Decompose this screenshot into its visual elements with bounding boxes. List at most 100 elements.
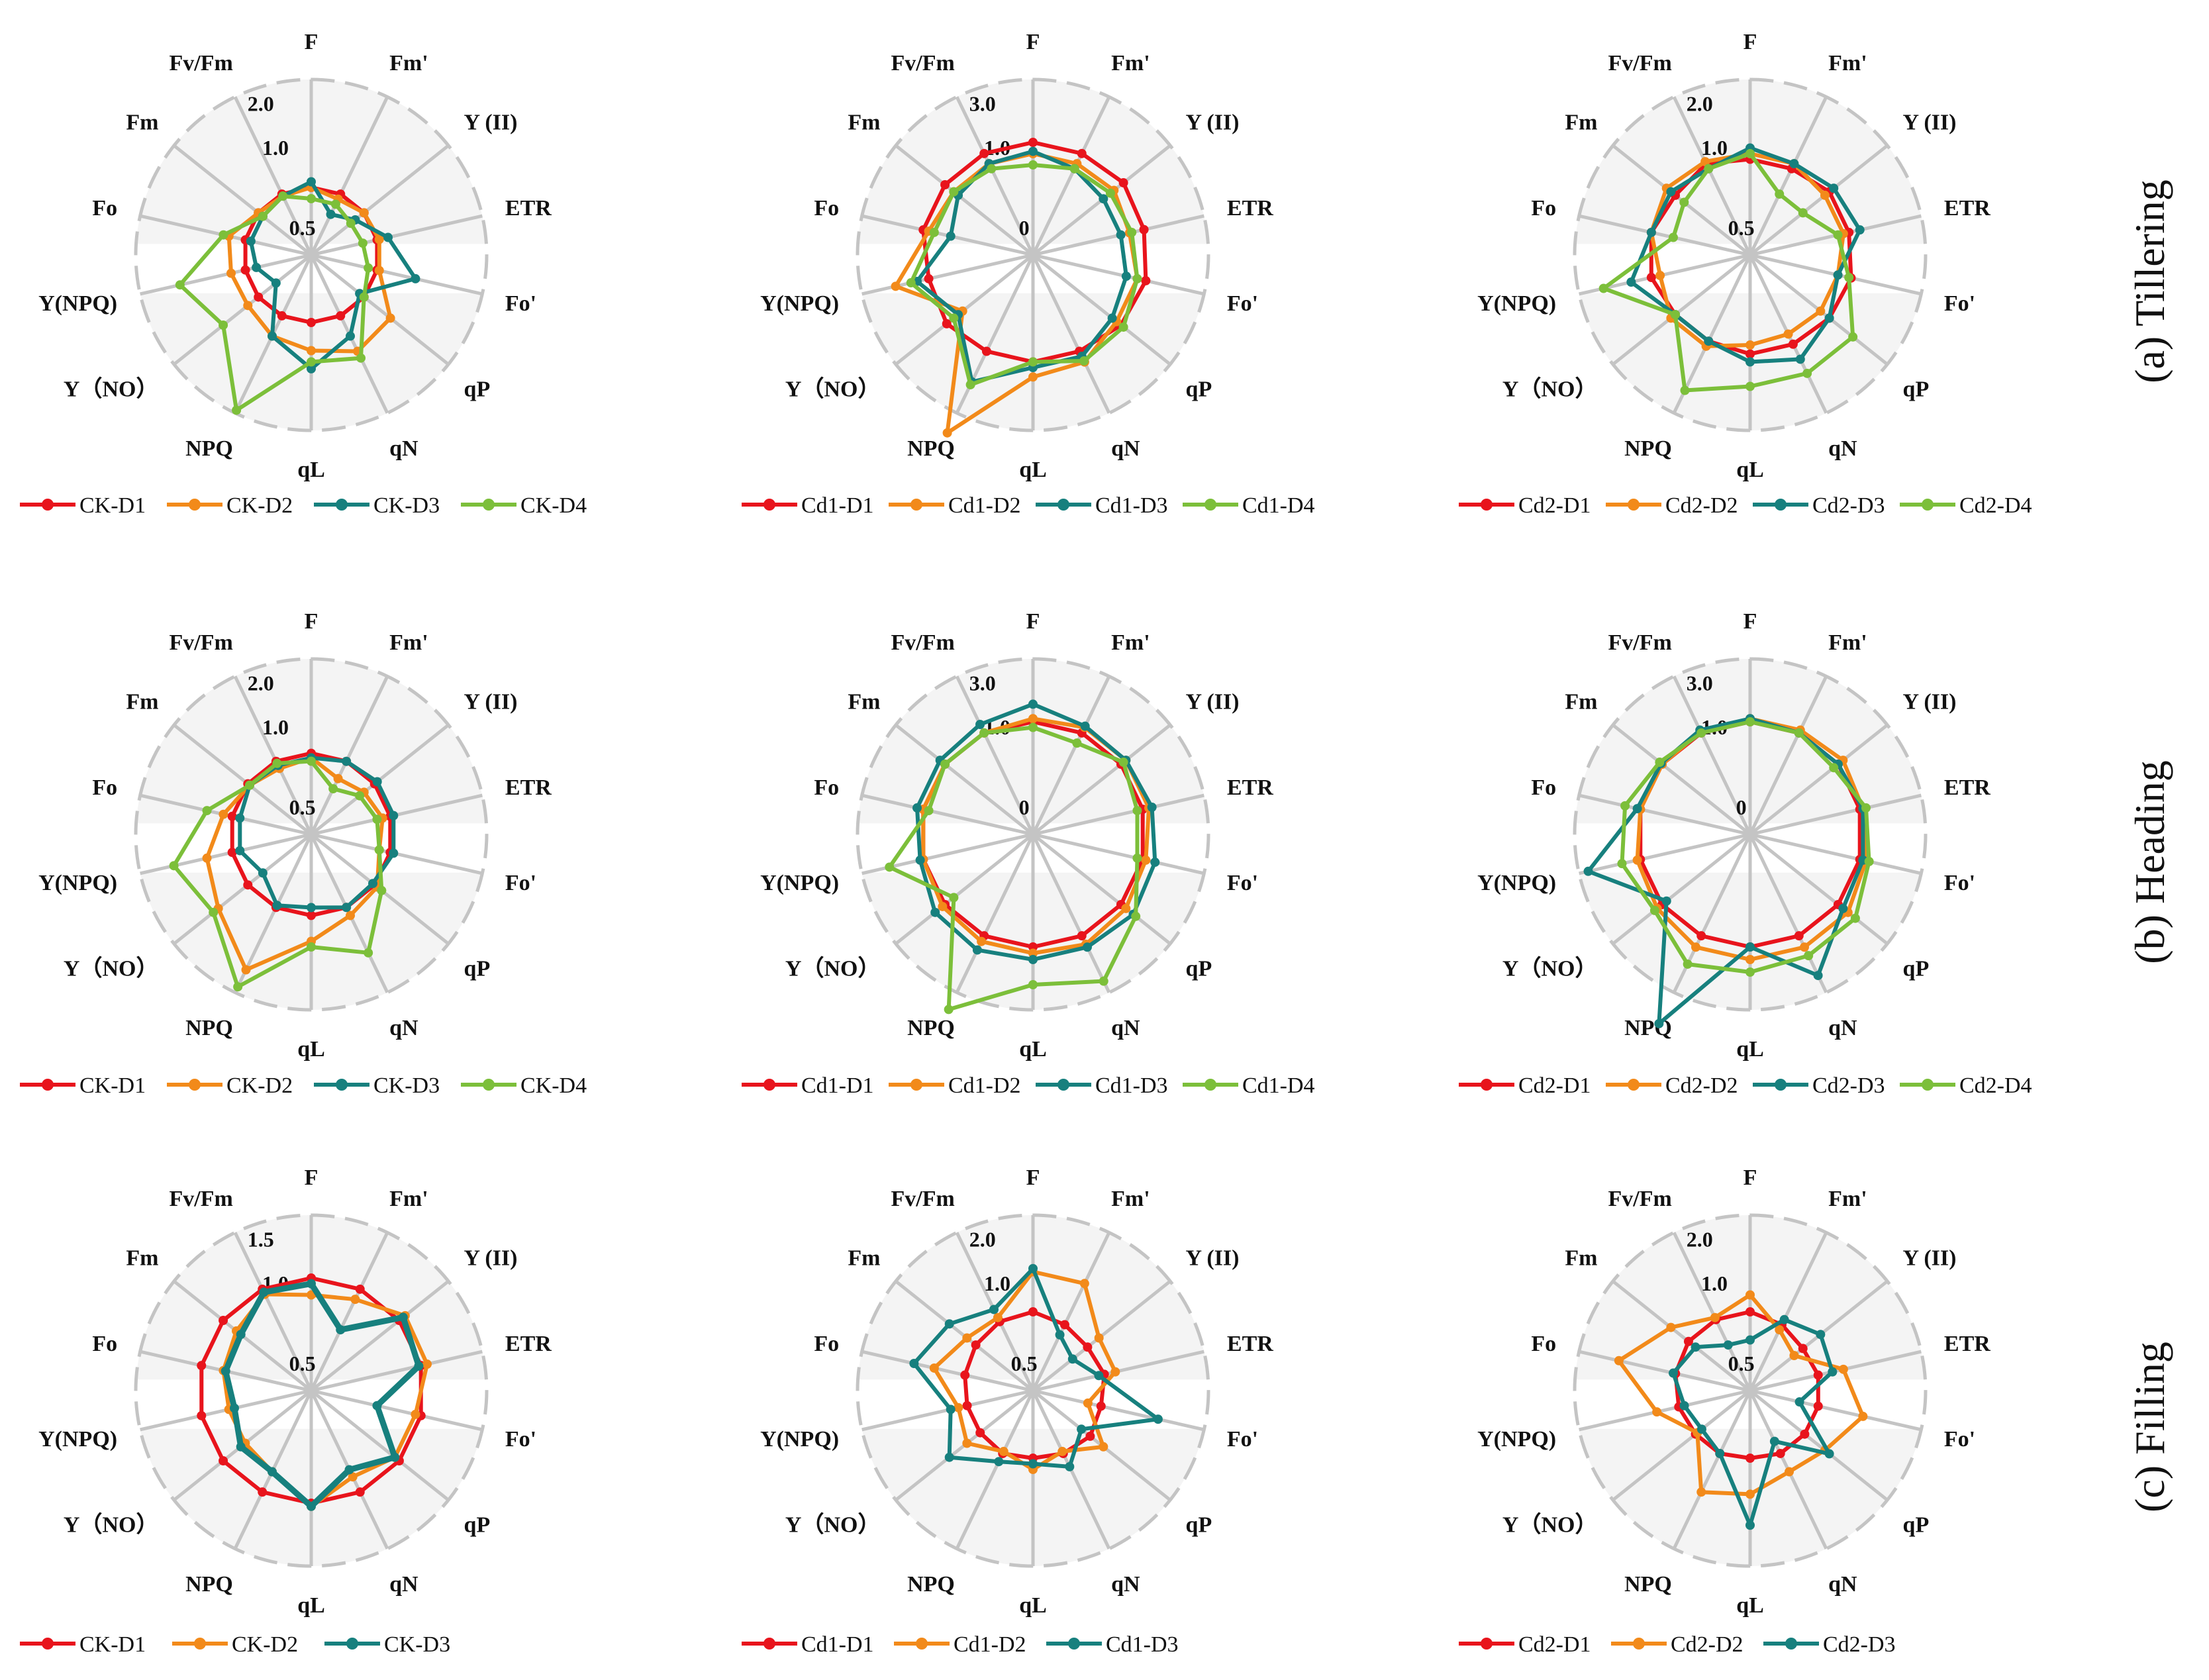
axis-label: qP xyxy=(464,377,491,401)
series-point xyxy=(1028,146,1038,156)
series-point xyxy=(235,846,245,856)
radar-spoke xyxy=(1031,96,1111,256)
series-point xyxy=(962,1438,972,1448)
radar-spoke xyxy=(310,254,450,366)
series-point xyxy=(949,187,959,197)
axis-label: Fm xyxy=(1565,111,1597,135)
series-point xyxy=(227,848,237,858)
axis-label: Y (II) xyxy=(1903,1246,1957,1271)
axis-label: Y (II) xyxy=(464,1246,518,1271)
legend-item-Cd1-D1: Cd1-D1 xyxy=(742,1073,874,1098)
series-point xyxy=(219,1316,228,1326)
legend-marker xyxy=(763,499,775,511)
legend-label: CK-D3 xyxy=(373,1073,440,1098)
axis-label: F xyxy=(305,609,319,634)
legend-item-Cd2-D3: Cd2-D3 xyxy=(1763,1632,1896,1657)
series-point xyxy=(1745,942,1755,952)
radar-spoke xyxy=(309,1232,389,1392)
series-point xyxy=(1798,208,1808,218)
series-point xyxy=(1829,763,1839,773)
legend-item-CK-D2: CK-D2 xyxy=(172,1632,298,1657)
radar-spoke xyxy=(861,793,1034,836)
series-point xyxy=(909,1359,919,1369)
series-point xyxy=(374,845,384,855)
legend-marker xyxy=(483,1079,495,1091)
series-point xyxy=(383,232,393,242)
axis-label: Fo' xyxy=(1227,291,1258,316)
axis-label: Y(NPQ) xyxy=(38,1427,117,1452)
series-point xyxy=(1028,699,1038,709)
series-point xyxy=(1598,283,1608,293)
radar-spoke xyxy=(1748,675,1828,836)
series-point xyxy=(981,346,991,356)
series-point xyxy=(1691,942,1700,952)
series-point xyxy=(202,853,212,863)
axis-label: Fv/Fm xyxy=(891,630,955,655)
radar-spoke xyxy=(1032,1389,1204,1432)
series-point xyxy=(1632,804,1642,814)
series-point xyxy=(938,901,948,911)
legend-label: Cd1-D2 xyxy=(948,493,1021,518)
radar-spoke xyxy=(895,723,1034,836)
series-point xyxy=(346,911,356,920)
ring-label: 1.0 xyxy=(1701,1271,1728,1295)
series-point xyxy=(1065,1461,1075,1471)
series-point xyxy=(1850,913,1860,923)
axis-label: Fo' xyxy=(505,871,536,895)
series-point xyxy=(1127,227,1137,237)
legend-marker xyxy=(1633,1638,1645,1650)
legend-label: Cd2-D3 xyxy=(1812,1073,1885,1098)
series-point xyxy=(944,1452,954,1462)
axis-label: Y(NPQ) xyxy=(1477,871,1556,895)
series-point xyxy=(1745,1290,1755,1300)
radar-chart-1: 0.5 1.0 2.0 F Fm' Y (II) ETR Fo' qP qN qL NPQ Y（NO） Y… xyxy=(20,30,587,518)
series-point xyxy=(1785,1467,1794,1477)
legend-item-CK-D2: CK-D2 xyxy=(167,1073,293,1098)
series-point xyxy=(328,784,338,794)
series-point xyxy=(912,803,922,813)
series-point xyxy=(924,273,934,283)
series-point xyxy=(994,1457,1004,1467)
axis-label: Fo xyxy=(1531,196,1556,221)
ring-label: 2.0 xyxy=(1687,91,1713,115)
axis-label: Fm' xyxy=(1111,1187,1150,1211)
series-point xyxy=(246,236,256,246)
legend-marker xyxy=(336,499,348,511)
series-point xyxy=(987,164,997,173)
legend-item-Cd1-D3: Cd1-D3 xyxy=(1036,1073,1168,1098)
ring-label: 3.0 xyxy=(969,671,996,695)
series-point xyxy=(235,813,245,823)
series-point xyxy=(1083,1398,1093,1408)
axis-label: qL xyxy=(1736,458,1764,482)
legend-label: Cd1-D1 xyxy=(801,493,874,518)
legend-item-Cd1-D4: Cd1-D4 xyxy=(1183,1073,1315,1098)
series-point xyxy=(1802,368,1812,378)
radar-outer-ring xyxy=(856,77,1210,432)
axis-label: ETR xyxy=(1227,1332,1273,1356)
radar-spoke xyxy=(233,675,313,836)
series-point xyxy=(1798,1344,1808,1354)
legend-item-Cd1-D1: Cd1-D1 xyxy=(742,1632,874,1657)
ring-label: 3.0 xyxy=(1687,671,1713,695)
row-label-filling: (c) Filling xyxy=(2126,1342,2173,1512)
axis-label: qN xyxy=(1111,436,1140,461)
legend-label: Cd1-D4 xyxy=(1242,493,1315,518)
axis-label: Fv/Fm xyxy=(170,1187,233,1211)
series-point xyxy=(236,1442,246,1452)
radar-spoke xyxy=(1612,723,1751,836)
series-point xyxy=(389,848,399,858)
axis-label: qN xyxy=(389,436,418,461)
series-point xyxy=(993,1312,1003,1322)
axis-label: qN xyxy=(389,1016,418,1040)
radar-spoke xyxy=(1032,723,1171,836)
series-point xyxy=(1789,159,1799,169)
radar-spoke xyxy=(955,833,1035,993)
series-point xyxy=(1141,275,1151,285)
series-point xyxy=(979,728,989,738)
legend-label: Cd2-D3 xyxy=(1823,1632,1896,1657)
series-point xyxy=(267,331,277,341)
legend-marker xyxy=(189,1079,201,1091)
series-point xyxy=(229,1403,239,1413)
axis-label: Y(NPQ) xyxy=(1477,291,1556,316)
